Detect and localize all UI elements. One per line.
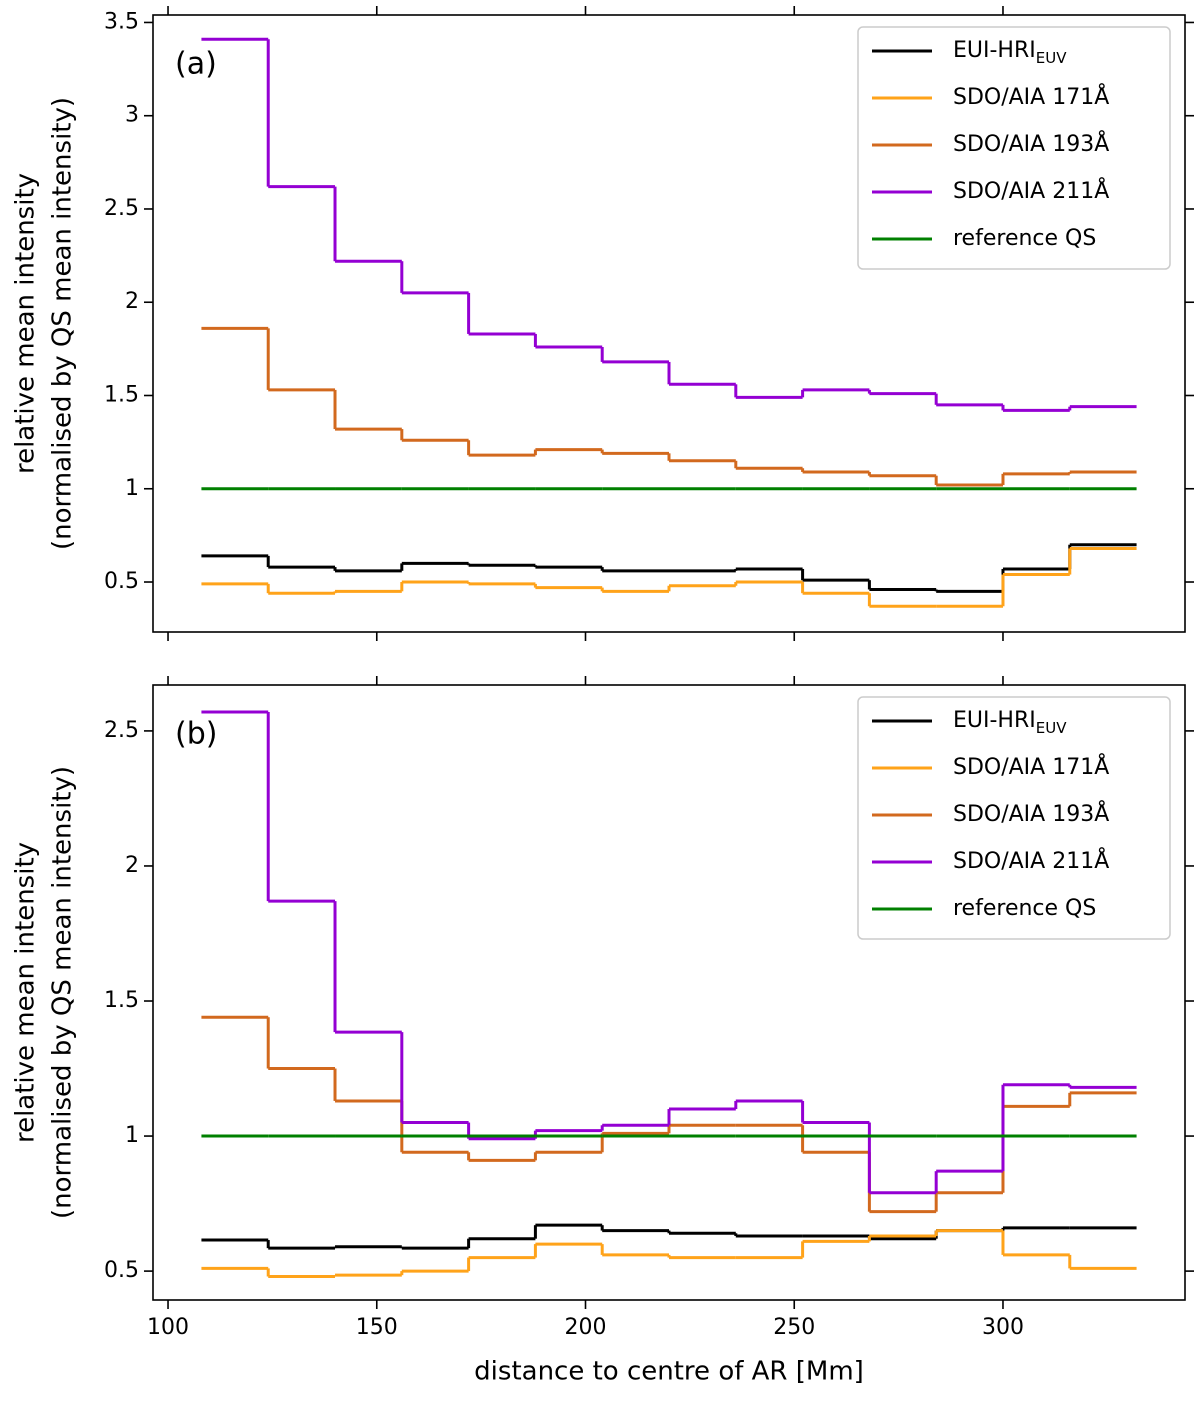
legend: EUI-HRIEUV SDO/AIA 171Å SDO/AIA 193Å SDO/AI… — [857, 26, 1171, 270]
legend-name: SDO/AIA 193Å — [953, 130, 1109, 157]
legend-name: reference QS — [953, 896, 1096, 921]
y-tick-label: 2.5 — [104, 718, 139, 743]
x-axis-label: distance to centre of AR [Mm] — [474, 1357, 864, 1387]
series — [201, 1223, 1137, 1250]
legend-name: reference QS — [953, 226, 1096, 251]
legend-label: SDO/AIA 193Å — [953, 800, 1109, 827]
legend-name: EUI-HRI — [953, 708, 1036, 733]
y-tick-label: 1 — [125, 476, 139, 501]
series — [201, 543, 1137, 593]
y-axis-label: relative mean intensity — [11, 173, 41, 474]
legend-label: SDO/AIA 211Å — [953, 847, 1109, 874]
legend-name: SDO/AIA 211Å — [953, 177, 1109, 204]
legend-label: SDO/AIA 193Å — [953, 130, 1109, 157]
x-tick-label: 150 — [356, 1315, 398, 1340]
legend-label: reference QS — [953, 896, 1096, 921]
legend-subscript: EUV — [1036, 719, 1067, 737]
legend-name: SDO/AIA 171Å — [953, 83, 1109, 110]
x-tick-label: 100 — [147, 1315, 189, 1340]
legend-label: reference QS — [953, 226, 1096, 251]
y-tick-label: 0.5 — [104, 569, 139, 594]
x-tick-label: 200 — [565, 1315, 607, 1340]
x-tick-label: 300 — [982, 1315, 1024, 1340]
legend: EUI-HRIEUV SDO/AIA 171Å SDO/AIA 193Å SDO/AI… — [857, 696, 1171, 940]
legend-name: SDO/AIA 193Å — [953, 800, 1109, 827]
y-tick-label: 1 — [125, 1123, 139, 1148]
y-tick-label: 2.5 — [104, 196, 139, 221]
y-tick-label: 2 — [125, 289, 139, 314]
legend-name: SDO/AIA 211Å — [953, 847, 1109, 874]
y-tick-label: 3 — [125, 103, 139, 128]
legend-label: EUI-HRIEUV — [953, 708, 1067, 737]
legend-subscript: EUV — [1036, 49, 1067, 67]
y-tick-label: 2 — [125, 853, 139, 878]
legend-label: SDO/AIA 171Å — [953, 83, 1109, 110]
y-tick-label: 3.5 — [104, 9, 139, 34]
y-tick-label: 1.5 — [104, 988, 139, 1013]
x-tick-label: 250 — [773, 1315, 815, 1340]
series — [201, 326, 1137, 487]
y-axis-label: (normalised by QS mean intensity) — [48, 766, 78, 1219]
axes-frame — [152, 14, 1186, 633]
axes-frame — [152, 684, 1186, 1301]
legend-name: EUI-HRI — [953, 38, 1036, 63]
y-tick-label: 1.5 — [104, 382, 139, 407]
legend-box — [857, 696, 1171, 940]
panel-label: (a) — [175, 47, 217, 82]
legend-label: EUI-HRIEUV — [953, 38, 1067, 67]
series — [201, 37, 1137, 412]
panel-label: (b) — [175, 717, 217, 752]
legend-label: SDO/AIA 171Å — [953, 753, 1109, 780]
series — [201, 546, 1137, 608]
legend-box — [857, 26, 1171, 270]
series — [201, 710, 1137, 1195]
legend-name: SDO/AIA 171Å — [953, 753, 1109, 780]
y-tick-label: 0.5 — [104, 1258, 139, 1283]
y-axis-label: (normalised by QS mean intensity) — [48, 97, 78, 550]
y-axis-label: relative mean intensity — [11, 842, 41, 1143]
series — [201, 1229, 1137, 1279]
legend-label: SDO/AIA 211Å — [953, 177, 1109, 204]
